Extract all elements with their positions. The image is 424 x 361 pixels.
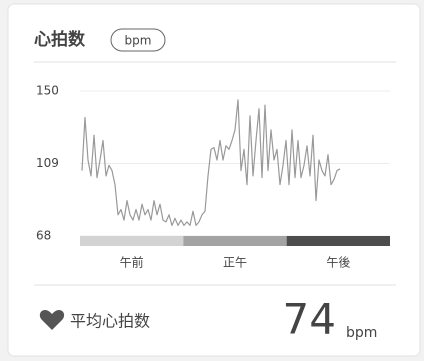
time-band xyxy=(80,236,184,246)
heart-rate-line xyxy=(81,99,341,226)
average-unit: bpm xyxy=(346,325,377,341)
heart-icon xyxy=(39,310,65,330)
unit-badge-text: bpm xyxy=(125,34,152,48)
time-band xyxy=(286,236,390,246)
x-tick-label: 午後 xyxy=(326,256,350,270)
average-label: 平均心拍数 xyxy=(70,312,150,331)
time-band xyxy=(183,236,287,246)
y-tick-label: 150 xyxy=(36,84,59,98)
y-tick-label: 109 xyxy=(36,156,59,170)
y-tick-label: 68 xyxy=(36,229,51,243)
x-tick-label: 正午 xyxy=(223,256,247,270)
average-value: 74 xyxy=(283,295,336,344)
unit-badge xyxy=(110,28,166,52)
card xyxy=(7,3,421,357)
x-tick-label: 午前 xyxy=(120,255,144,270)
title: 心拍数 xyxy=(34,29,86,50)
